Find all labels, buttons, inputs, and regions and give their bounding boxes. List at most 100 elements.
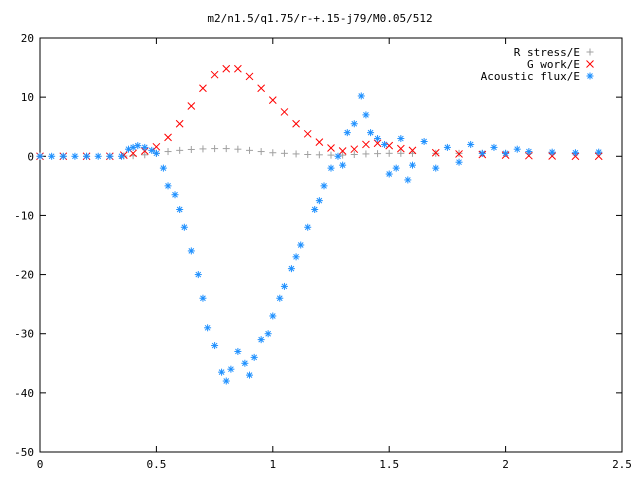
data-point [339,161,347,169]
data-point [362,111,370,119]
data-point [199,294,207,302]
data-point [164,133,172,142]
data-point [404,176,412,184]
data-point [175,119,184,128]
legend-label: Acoustic flux/E [481,70,580,83]
data-point [362,140,370,149]
data-point [320,182,328,190]
x-tick-label: 1.5 [379,458,399,471]
data-point [350,145,359,154]
x-tick-label: 1 [269,458,276,471]
data-point [397,135,405,143]
data-point [297,241,305,249]
data-point [210,70,219,79]
data-point [525,148,533,156]
data-point [396,144,405,153]
data-point [211,342,219,350]
data-point [176,206,184,214]
data-point [222,377,230,385]
data-point [548,148,556,156]
data-point [199,145,207,153]
x-tick-label: 2 [502,458,509,471]
data-point [187,102,196,110]
x-tick-label: 0.5 [146,458,166,471]
data-point [152,149,160,157]
data-point [194,271,202,279]
data-point [490,143,498,151]
data-point [287,265,295,273]
data-point [571,152,580,161]
data-point [467,140,475,148]
series-1 [36,64,603,161]
data-point [315,197,323,205]
data-point [187,247,195,255]
data-point [211,145,219,153]
y-tick-label: -40 [14,387,34,400]
data-point [148,146,156,154]
data-point [571,149,579,157]
data-point [222,145,230,153]
x-tick-label: 2.5 [612,458,632,471]
data-point [180,223,188,231]
data-point [227,365,235,373]
data-point [152,142,161,151]
data-point [350,151,358,159]
data-point [268,96,277,104]
series-layer [36,64,603,385]
data-point [280,149,288,157]
data-point [246,371,254,379]
data-point [234,347,242,355]
series-2 [36,92,603,385]
data-point [94,152,102,160]
data-point [36,152,44,160]
data-point [106,152,114,160]
data-point [455,158,463,166]
data-point [327,144,335,152]
data-point [420,138,428,145]
data-point [338,147,347,155]
data-point [269,149,277,157]
data-point [280,108,289,116]
y-tick-label: 0 [27,150,34,163]
data-point [397,149,405,157]
data-point [245,72,254,81]
data-point [292,119,300,128]
data-point [292,150,300,158]
data-point [257,148,265,156]
data-point [362,150,370,158]
data-point [385,170,393,178]
data-point [257,84,266,93]
data-point [280,282,288,290]
data-point [408,161,416,169]
data-point [334,152,342,160]
axis-ticks: 0 0.5 1 1.5 2 2.5 20 10 0 -10 -20 -30 -40 -50 [14,32,632,471]
data-point [381,140,389,148]
data-point [246,146,254,154]
chart-title: m2/n1.5/q1.75/r-+.15-j79/M0.05/512 [207,12,432,25]
data-point [141,143,149,151]
data-point [218,368,226,376]
data-point [134,142,142,150]
data-point [408,146,417,155]
data-point [315,138,324,146]
y-tick-label: -10 [14,209,34,222]
y-tick-label: -30 [14,328,34,341]
data-point [48,152,56,160]
legend-label: G work/E [527,58,580,71]
legend-label: R stress/E [514,46,580,59]
data-point [276,294,284,302]
data-point [548,152,557,160]
data-point [304,223,312,231]
data-point [204,324,212,332]
data-point [164,182,172,190]
data-point [339,151,347,159]
data-point [455,150,463,158]
data-point [315,151,323,159]
data-point [83,152,91,160]
y-tick-label: -50 [14,446,34,459]
data-point [176,146,184,154]
data-point [478,149,486,157]
data-point [257,336,265,344]
